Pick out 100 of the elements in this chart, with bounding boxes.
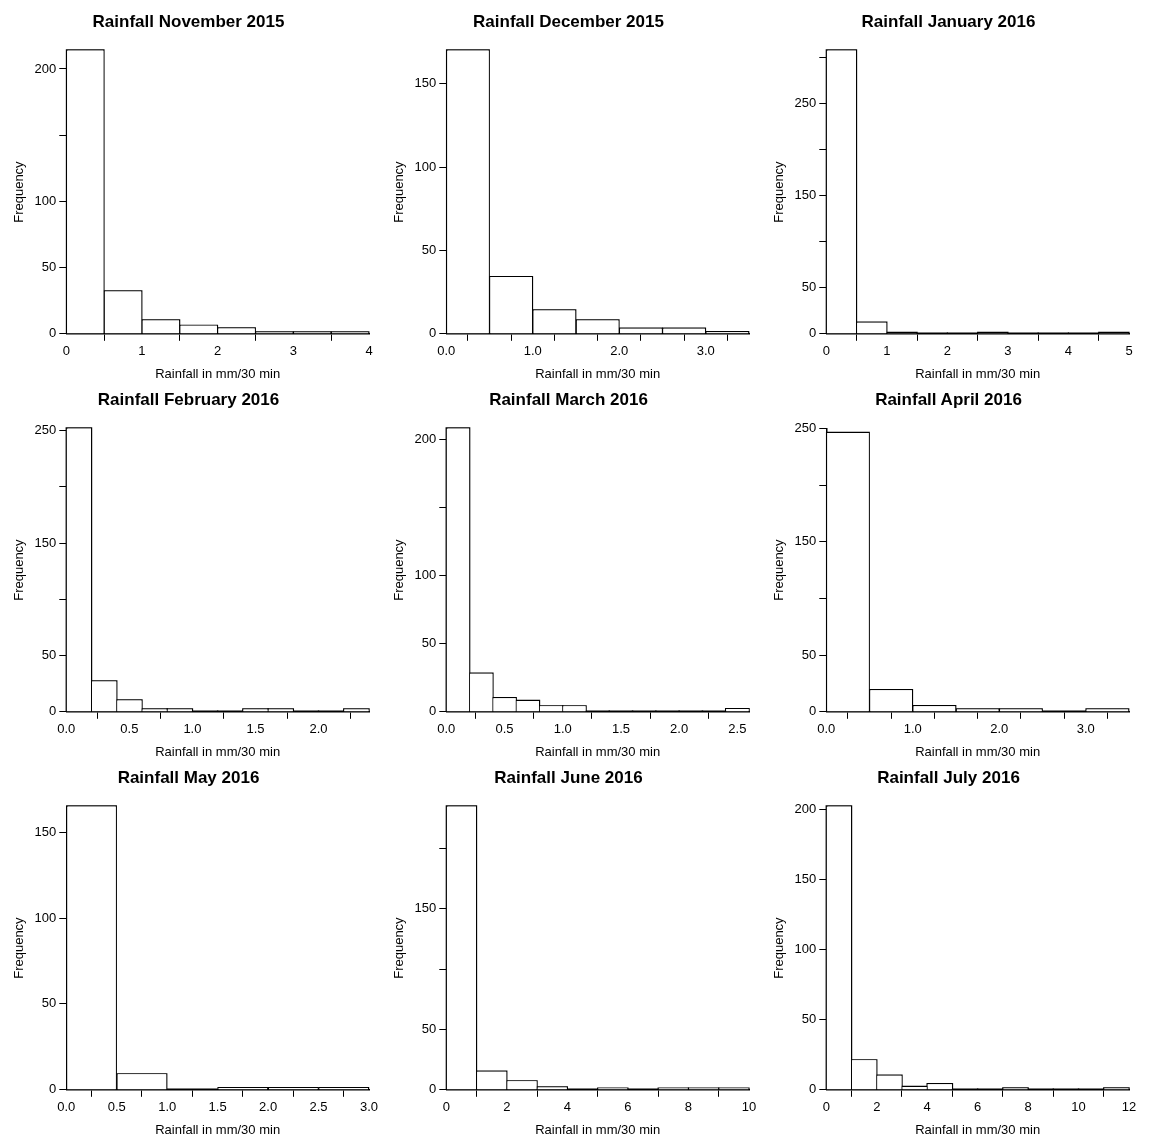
y-axis-title: Frequency bbox=[771, 538, 787, 601]
x-tick-label: 2 bbox=[943, 343, 951, 359]
y-tick-label: 50 bbox=[41, 647, 57, 663]
x-tick-label: 0 bbox=[822, 343, 830, 359]
y-tick-label: 50 bbox=[421, 1021, 437, 1037]
x-tick-label: 4 bbox=[1064, 343, 1073, 359]
y-tick-label: 0 bbox=[809, 325, 817, 341]
y-tick-label: 150 bbox=[794, 870, 817, 886]
y-axis-title: Frequency bbox=[11, 916, 27, 979]
y-axis-title: Frequency bbox=[391, 916, 407, 979]
y-tick-label: 50 bbox=[801, 646, 817, 662]
y-tick-label: 100 bbox=[34, 909, 57, 925]
x-tick-label: 4 bbox=[923, 1099, 931, 1115]
y-axis-title: Frequency bbox=[11, 160, 27, 223]
y-tick-label: 150 bbox=[794, 533, 817, 549]
x-axis-title: Rainfall in mm/30 min bbox=[535, 743, 661, 759]
y-axis-title: Frequency bbox=[391, 160, 407, 223]
x-axis-title: Rainfall in mm/30 min bbox=[915, 365, 1041, 381]
x-axis-title: Rainfall in mm/30 min bbox=[155, 1121, 281, 1137]
y-tick-label: 150 bbox=[414, 900, 437, 916]
x-tick-label: 0.0 bbox=[817, 721, 836, 737]
y-tick-label: 200 bbox=[794, 800, 817, 816]
x-tick-label: 0.0 bbox=[437, 721, 456, 737]
y-tick-label: 50 bbox=[41, 259, 57, 275]
x-tick-label: 3 bbox=[1004, 343, 1012, 359]
x-tick-label: 1.5 bbox=[246, 721, 265, 737]
x-tick-label: 2.5 bbox=[728, 721, 747, 737]
x-tick-label: 4 bbox=[563, 1099, 571, 1115]
y-tick-label: 250 bbox=[794, 95, 817, 111]
x-tick-label: 1.0 bbox=[523, 343, 542, 359]
x-tick-label: 8 bbox=[684, 1099, 693, 1115]
x-tick-label: 1.0 bbox=[903, 721, 922, 737]
x-tick-label: 2.0 bbox=[990, 721, 1009, 737]
x-tick-label: 5 bbox=[1125, 343, 1133, 359]
chart-title: Rainfall July 2016 bbox=[877, 767, 1020, 787]
y-axis-title: Frequency bbox=[11, 538, 27, 601]
x-tick-label: 10 bbox=[1071, 1099, 1086, 1115]
y-tick-label: 0 bbox=[429, 703, 437, 719]
x-tick-label: 1 bbox=[883, 343, 891, 359]
y-tick-label: 150 bbox=[414, 75, 437, 91]
x-axis-title: Rainfall in mm/30 min bbox=[535, 365, 661, 381]
y-tick-label: 50 bbox=[421, 635, 437, 651]
y-tick-label: 0 bbox=[809, 1081, 817, 1097]
chart-title: Rainfall December 2015 bbox=[473, 11, 664, 31]
y-tick-label: 100 bbox=[794, 941, 817, 957]
x-tick-label: 4 bbox=[365, 343, 373, 359]
x-tick-label: 2 bbox=[873, 1099, 881, 1115]
x-tick-label: 1.0 bbox=[158, 1099, 177, 1115]
x-tick-label: 2 bbox=[214, 343, 222, 359]
y-tick-label: 0 bbox=[49, 325, 57, 341]
x-tick-label: 8 bbox=[1024, 1099, 1032, 1115]
x-tick-label: 1.5 bbox=[208, 1099, 227, 1115]
y-tick-label: 50 bbox=[41, 995, 57, 1011]
chart-title: Rainfall February 2016 bbox=[97, 389, 280, 409]
y-tick-label: 250 bbox=[34, 422, 57, 438]
x-axis-title: Rainfall in mm/30 min bbox=[915, 743, 1041, 759]
y-axis-title: Frequency bbox=[391, 538, 407, 601]
y-tick-label: 0 bbox=[429, 1081, 437, 1097]
chart-title: Rainfall April 2016 bbox=[875, 389, 1022, 409]
x-tick-label: 3 bbox=[289, 343, 297, 359]
chart-title: Rainfall June 2016 bbox=[494, 767, 643, 787]
x-tick-label: 2.0 bbox=[670, 721, 689, 737]
x-tick-label: 0 bbox=[822, 1099, 830, 1115]
chart-title: Rainfall March 2016 bbox=[489, 389, 648, 409]
y-tick-label: 0 bbox=[809, 703, 817, 719]
chart-title: Rainfall November 2015 bbox=[92, 11, 285, 31]
y-axis-title: Frequency bbox=[771, 160, 787, 223]
y-tick-label: 250 bbox=[794, 419, 817, 435]
x-tick-label: 2.0 bbox=[259, 1099, 278, 1115]
y-tick-label: 0 bbox=[49, 703, 57, 719]
x-tick-label: 0.5 bbox=[495, 721, 514, 737]
y-tick-label: 200 bbox=[34, 60, 57, 76]
y-tick-label: 200 bbox=[414, 430, 437, 446]
x-tick-label: 0.5 bbox=[120, 721, 139, 737]
y-tick-label: 50 bbox=[421, 242, 437, 258]
x-axis-title: Rainfall in mm/30 min bbox=[155, 365, 281, 381]
x-tick-label: 2.0 bbox=[610, 343, 629, 359]
chart-title: Rainfall January 2016 bbox=[861, 11, 1036, 31]
y-tick-label: 0 bbox=[49, 1081, 57, 1097]
x-tick-label: 0 bbox=[62, 343, 70, 359]
y-tick-label: 100 bbox=[34, 192, 57, 208]
x-tick-label: 1.0 bbox=[553, 721, 572, 737]
x-tick-label: 2.5 bbox=[309, 1099, 328, 1115]
y-tick-label: 100 bbox=[414, 158, 437, 174]
y-tick-label: 0 bbox=[429, 325, 437, 341]
x-tick-label: 3.0 bbox=[696, 343, 715, 359]
x-tick-label: 6 bbox=[624, 1099, 632, 1115]
x-tick-label: 1.5 bbox=[611, 721, 630, 737]
x-tick-label: 12 bbox=[1121, 1099, 1137, 1115]
x-tick-label: 1 bbox=[138, 343, 146, 359]
x-tick-label: 2 bbox=[503, 1099, 511, 1115]
y-tick-label: 150 bbox=[794, 187, 817, 203]
x-tick-label: 3.0 bbox=[1076, 721, 1095, 737]
x-axis-title: Rainfall in mm/30 min bbox=[915, 1121, 1041, 1137]
x-tick-label: 0 bbox=[442, 1099, 450, 1115]
x-tick-label: 1.0 bbox=[183, 721, 202, 737]
x-axis-title: Rainfall in mm/30 min bbox=[535, 1121, 661, 1137]
x-tick-label: 0.0 bbox=[437, 343, 456, 359]
y-tick-label: 150 bbox=[34, 534, 57, 550]
x-tick-label: 2.0 bbox=[309, 721, 328, 737]
